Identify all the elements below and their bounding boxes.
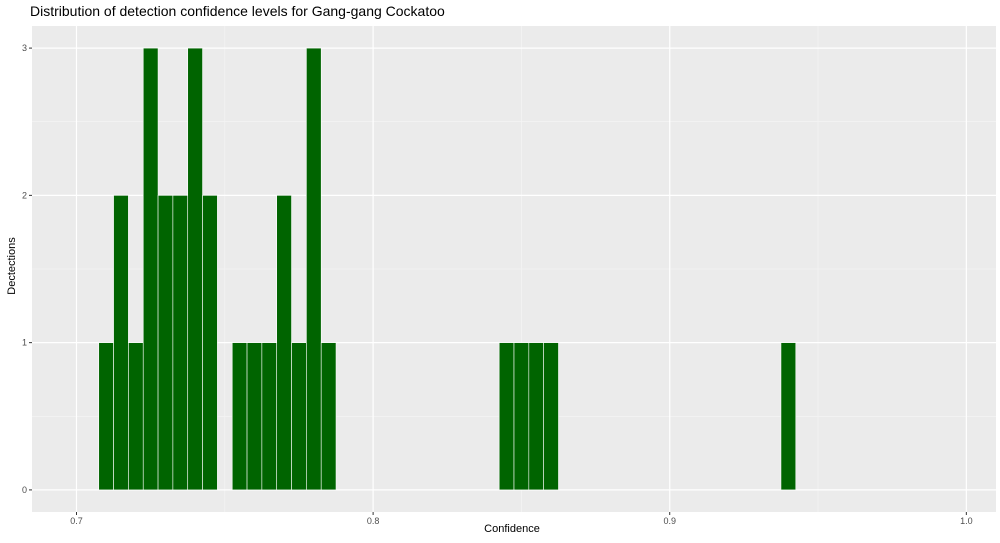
x-tick-label: 0.9 <box>663 516 676 526</box>
bar <box>231 342 248 491</box>
y-axis: 0 1 2 3 <box>22 43 32 495</box>
bar <box>513 342 530 491</box>
bar <box>113 195 129 491</box>
bar <box>543 342 559 491</box>
bar <box>142 47 159 491</box>
x-tick-label: 0.7 <box>70 516 83 526</box>
x-axis: 0.7 0.8 0.9 1.0 <box>70 512 973 526</box>
x-tick-label: 1.0 <box>960 516 973 526</box>
bar <box>172 195 189 491</box>
bar <box>320 342 337 491</box>
x-tick-label: 0.8 <box>367 516 380 526</box>
bar <box>261 342 278 491</box>
bar <box>291 342 307 491</box>
y-axis-label: Dectections <box>6 237 18 295</box>
bar <box>276 195 292 491</box>
bars <box>98 47 797 491</box>
bar <box>187 47 203 491</box>
x-axis-label: Confidence <box>484 523 540 535</box>
bar <box>157 195 174 491</box>
bar <box>202 195 218 491</box>
bar <box>780 342 797 491</box>
y-tick-label: 2 <box>22 190 27 200</box>
bar <box>98 342 114 491</box>
y-tick-label: 1 <box>22 338 27 348</box>
y-tick-label: 3 <box>22 43 27 53</box>
bar <box>528 342 544 491</box>
bar <box>306 47 322 491</box>
y-tick-label: 0 <box>22 485 27 495</box>
bar <box>128 342 144 491</box>
chart-title: Distribution of detection confidence lev… <box>30 3 445 19</box>
bar <box>498 342 515 491</box>
bar <box>246 342 263 491</box>
